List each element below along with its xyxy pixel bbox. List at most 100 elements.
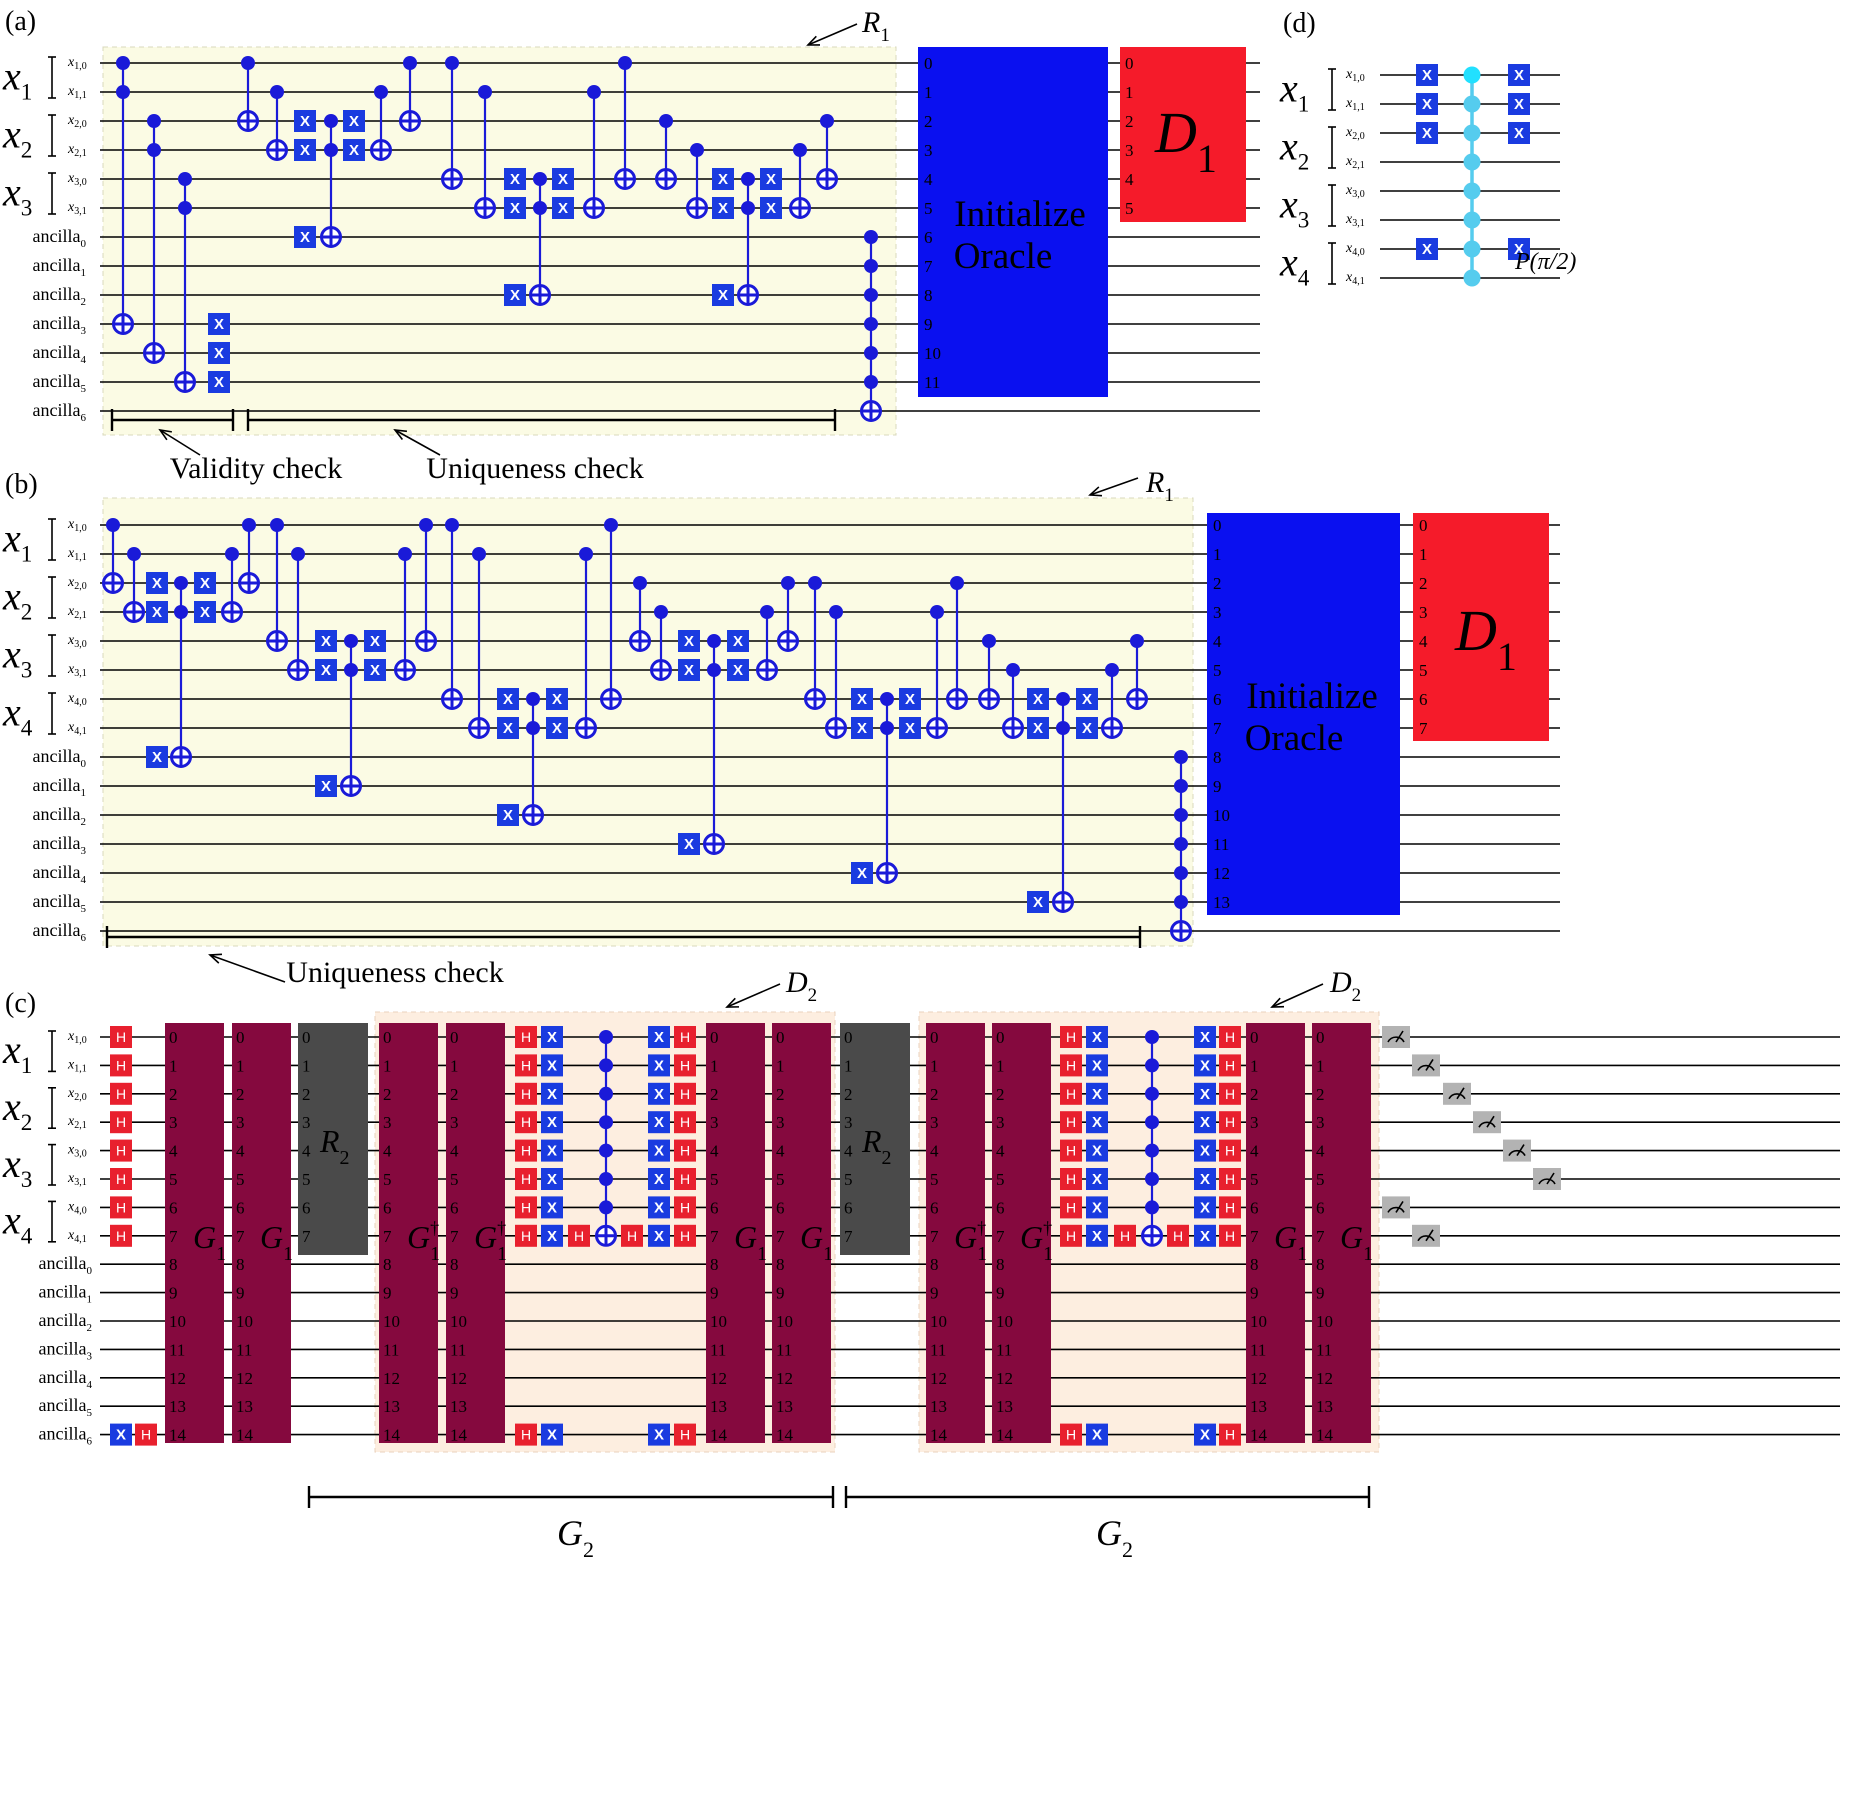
target-gate bbox=[756, 659, 778, 681]
h-gate-label: H bbox=[1066, 1086, 1076, 1102]
ancilla-label-a: ancilla3 bbox=[33, 313, 87, 337]
x-gate-label: X bbox=[684, 662, 694, 679]
arrow-head bbox=[806, 35, 821, 46]
x-gate-label: X bbox=[1092, 1199, 1102, 1216]
register-label-b-3-main: x bbox=[2, 690, 21, 735]
measurement-gate bbox=[1473, 1111, 1501, 1134]
r2-block-1-index: 4 bbox=[302, 1142, 311, 1161]
register-bracket-b-0 bbox=[48, 518, 56, 561]
x-gate-label: X bbox=[510, 171, 520, 188]
h-gate-label: H bbox=[1225, 1057, 1235, 1073]
g1-block-2-index: 12 bbox=[236, 1369, 253, 1388]
x-gate-label: X bbox=[1514, 67, 1524, 84]
g1-dagger-block-4-index: 5 bbox=[996, 1170, 1005, 1189]
x-gate-label: X bbox=[547, 1143, 557, 1160]
x-gate-label: X bbox=[1200, 1143, 1210, 1160]
oracle-index-b: 6 bbox=[1213, 690, 1222, 709]
control-dot bbox=[1006, 663, 1020, 677]
g1-dagger-block-4-index: 8 bbox=[996, 1255, 1005, 1274]
x-gate: X bbox=[364, 659, 386, 681]
x-gate-label: X bbox=[116, 1427, 126, 1444]
g1-dagger-block-3-index: 12 bbox=[930, 1369, 947, 1388]
qubit-label-c: x2,1 bbox=[67, 1114, 87, 1131]
d1-index-a: 2 bbox=[1125, 112, 1134, 131]
x-gate-box bbox=[648, 1082, 670, 1105]
control-dot bbox=[880, 692, 894, 706]
qubit-label-d-main: x bbox=[1345, 96, 1353, 111]
g1-block-1-index: 8 bbox=[169, 1255, 178, 1274]
g1-block-2-index: 0 bbox=[236, 1028, 245, 1047]
ancilla-index: 5 bbox=[81, 383, 87, 395]
g1-dagger-block-2-index: 10 bbox=[450, 1312, 467, 1331]
x-gate-label: X bbox=[1200, 1086, 1210, 1103]
ancilla-index: 3 bbox=[87, 1350, 93, 1362]
target-gate bbox=[441, 688, 463, 710]
target-gate bbox=[926, 717, 948, 739]
g1-dagger-block-3-index: 2 bbox=[930, 1085, 939, 1104]
x-gate-box bbox=[1086, 1111, 1108, 1134]
phase-control-dot bbox=[1463, 211, 1481, 229]
target-gate bbox=[415, 630, 437, 652]
x-gate-box bbox=[497, 804, 519, 826]
g1-dagger-block-3-index: 6 bbox=[930, 1198, 939, 1217]
control-dot bbox=[781, 576, 795, 590]
target-gate bbox=[860, 400, 882, 422]
qubit-label-a-main: x bbox=[67, 84, 75, 99]
g1-block-1-index: 11 bbox=[169, 1340, 185, 1359]
d1-label-a-sub: 1 bbox=[1197, 136, 1217, 181]
control-dot bbox=[741, 172, 755, 186]
x-gate: X bbox=[552, 168, 574, 190]
h-gate: H bbox=[110, 1111, 132, 1134]
target-gate bbox=[1141, 1224, 1163, 1247]
x-gate-box bbox=[541, 1196, 563, 1219]
x-gate-box bbox=[343, 139, 365, 161]
d1-index-a: 3 bbox=[1125, 141, 1134, 160]
arrow-shaft bbox=[726, 983, 781, 1008]
h-gate-label: H bbox=[1120, 1228, 1130, 1244]
x-gate-label: X bbox=[370, 633, 380, 650]
target-gate bbox=[287, 659, 309, 681]
g1-block-2-index: 1 bbox=[236, 1056, 245, 1075]
x-gate-label: X bbox=[1082, 720, 1092, 737]
x-gate-label: X bbox=[1092, 1143, 1102, 1160]
g1-dagger-block-2-index: 5 bbox=[450, 1170, 459, 1189]
g1-dagger-block-3-index: 8 bbox=[930, 1255, 939, 1274]
x-gate: X bbox=[1076, 688, 1098, 710]
control-dot bbox=[599, 1115, 613, 1130]
x-gate-box bbox=[504, 168, 526, 190]
h-gate-label: H bbox=[1225, 1086, 1235, 1102]
d1-index-a: 5 bbox=[1125, 199, 1134, 218]
h-gate-label: H bbox=[1225, 1029, 1235, 1045]
ancilla-word: ancilla bbox=[39, 1338, 87, 1358]
x-gate-label: X bbox=[1092, 1029, 1102, 1046]
g1-block-4-index: 7 bbox=[776, 1227, 785, 1246]
x-gate-label: X bbox=[1200, 1029, 1210, 1046]
ancilla-index: 6 bbox=[87, 1436, 93, 1448]
r1-arrow-b bbox=[1088, 477, 1139, 497]
ancilla-label-b: ancilla3 bbox=[33, 833, 87, 857]
qubit-label-d-main: x bbox=[1345, 241, 1353, 256]
register-bracket-c-3 bbox=[48, 1200, 56, 1243]
h-gate: H bbox=[1219, 1423, 1241, 1446]
h-gate-box bbox=[110, 1224, 132, 1247]
qubit-label-a-sub: 1,0 bbox=[74, 61, 87, 72]
g1-block-5-index: 4 bbox=[1250, 1142, 1259, 1161]
r2-block-1-label-main: R bbox=[319, 1123, 340, 1159]
d1-label-b-sub: 1 bbox=[1497, 634, 1517, 679]
target-gate bbox=[1052, 891, 1074, 913]
x-gate-box bbox=[110, 1423, 132, 1446]
h-gate-box bbox=[568, 1224, 590, 1247]
h-gate: H bbox=[1060, 1026, 1082, 1048]
x-gate: X bbox=[546, 717, 568, 739]
h-gate-box bbox=[674, 1054, 696, 1077]
g1-dagger-block-4-index: 2 bbox=[996, 1085, 1005, 1104]
register-label-b-2: x3 bbox=[2, 632, 32, 684]
x-gate-box bbox=[899, 688, 921, 710]
oracle-index-b: 12 bbox=[1213, 864, 1230, 883]
qubit-label-c-main: x bbox=[67, 1086, 75, 1101]
arrow-head bbox=[1270, 997, 1285, 1008]
r2-block-2-index: 3 bbox=[844, 1113, 853, 1132]
oracle-index-b: 9 bbox=[1213, 777, 1222, 796]
oracle-index-b: 5 bbox=[1213, 661, 1222, 680]
h-gate-box bbox=[1060, 1139, 1082, 1162]
